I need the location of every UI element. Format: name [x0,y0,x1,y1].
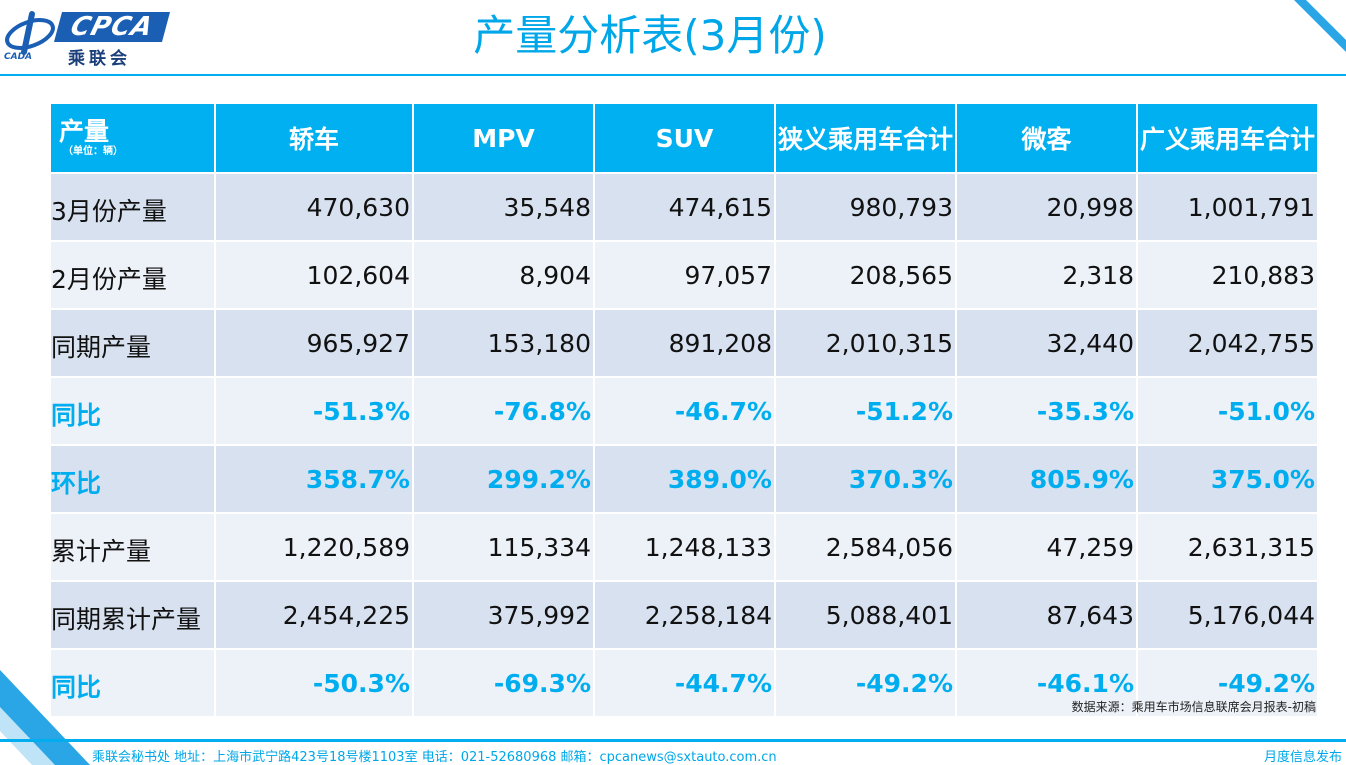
table-cell: 208,565 [776,242,955,308]
cada-mark-icon [5,11,55,55]
column-header: MPV [414,104,593,172]
column-header: 广义乘用车合计 [1138,104,1317,172]
data-source-note: 数据来源：乘用车市场信息联席会月报表-初稿 [1071,700,1316,714]
table-cell: 5,088,401 [776,582,955,648]
table-cell: -44.7% [595,650,774,716]
row-label: 累计产量 [51,514,214,580]
table-cell: 375.0% [1138,446,1317,512]
table-cell: 2,454,225 [216,582,412,648]
column-header: SUV [595,104,774,172]
table-row: 累计产量 1,220,589 115,334 1,248,133 2,584,0… [51,514,1317,580]
table-row-cumulative-yoy: 同比 -50.3% -69.3% -44.7% -49.2% -46.1% -4… [51,650,1317,716]
table-cell: 470,630 [216,174,412,240]
table-cell: -49.2% [1138,650,1317,716]
table-cell: -35.3% [957,378,1136,444]
table-cell: 1,248,133 [595,514,774,580]
table-cell: -51.0% [1138,378,1317,444]
corner-decoration-bottom-left-inner [0,731,32,765]
corner-decoration-top-right-inner [1306,0,1346,40]
table-row: 同期产量 965,927 153,180 891,208 2,010,315 3… [51,310,1317,376]
table-cell: -69.3% [414,650,593,716]
table-cell: -50.3% [216,650,412,716]
table-cell: -49.2% [776,650,955,716]
row-label: 同比 [51,378,214,444]
column-header: 狭义乘用车合计 [776,104,955,172]
table-cell: 2,258,184 [595,582,774,648]
footer-divider [0,739,1346,742]
table-cell: 1,001,791 [1138,174,1317,240]
table-row-mom: 环比 358.7% 299.2% 389.0% 370.3% 805.9% 37… [51,446,1317,512]
header-label: 产量 [59,117,110,146]
table-cell: 97,057 [595,242,774,308]
header-unit: （单位：辆） [63,146,123,157]
table-cell: 87,643 [957,582,1136,648]
table-cell: 210,883 [1138,242,1317,308]
production-table: 产量 （单位：辆） 轿车 MPV SUV 狭义乘用车合计 微客 广义乘用车合计 … [49,102,1319,718]
table-cell: 474,615 [595,174,774,240]
footer-contact: 乘联会秘书处 地址：上海市武宁路423号18号楼1103室 电话：021-526… [92,750,777,765]
table-cell: -76.8% [414,378,593,444]
table-cell: -46.1% [957,650,1136,716]
cpca-logo: CADA CPCA 乘联会 [2,8,172,69]
row-label: 环比 [51,446,214,512]
table-cell: 805.9% [957,446,1136,512]
table-cell: 370.3% [776,446,955,512]
table-cell: 102,604 [216,242,412,308]
row-label: 3月份产量 [51,174,214,240]
table-cell: 358.7% [216,446,412,512]
table-cell: 2,010,315 [776,310,955,376]
table-cell: 5,176,044 [1138,582,1317,648]
logo-mark-text: CADA [4,52,33,62]
table-cell: 965,927 [216,310,412,376]
table-cell: 375,992 [414,582,593,648]
table-cell: 35,548 [414,174,593,240]
row-label: 同期累计产量 [51,582,214,648]
table-row: 3月份产量 470,630 35,548 474,615 980,793 20,… [51,174,1317,240]
table-cell: 153,180 [414,310,593,376]
table-row-yoy: 同比 -51.3% -76.8% -46.7% -51.2% -35.3% -5… [51,378,1317,444]
row-label: 2月份产量 [51,242,214,308]
header-label-cell: 产量 （单位：辆） [51,104,214,172]
table-cell: 1,220,589 [216,514,412,580]
table-cell: 2,631,315 [1138,514,1317,580]
table-cell: 389.0% [595,446,774,512]
table-cell: -46.7% [595,378,774,444]
table-cell: 980,793 [776,174,955,240]
table-cell: 32,440 [957,310,1136,376]
column-header: 微客 [957,104,1136,172]
table-cell: -51.3% [216,378,412,444]
table-cell: 8,904 [414,242,593,308]
column-header: 轿车 [216,104,412,172]
table-cell: 891,208 [595,310,774,376]
table-header-row: 产量 （单位：辆） 轿车 MPV SUV 狭义乘用车合计 微客 广义乘用车合计 [51,104,1317,172]
table-cell: 115,334 [414,514,593,580]
logo-subtitle: 乘联会 [68,49,131,69]
table-row: 2月份产量 102,604 8,904 97,057 208,565 2,318… [51,242,1317,308]
table-cell: -51.2% [776,378,955,444]
table-cell: 2,584,056 [776,514,955,580]
table-cell: 299.2% [414,446,593,512]
table-cell: 47,259 [957,514,1136,580]
table-row: 同期累计产量 2,454,225 375,992 2,258,184 5,088… [51,582,1317,648]
footer-tag: 月度信息发布 [1263,750,1342,765]
table-cell: 2,042,755 [1138,310,1317,376]
table-cell: 20,998 [957,174,1136,240]
page-title: 产量分析表(3月份) [473,11,827,60]
title-divider [0,74,1346,76]
table-cell: 2,318 [957,242,1136,308]
row-label: 同期产量 [51,310,214,376]
